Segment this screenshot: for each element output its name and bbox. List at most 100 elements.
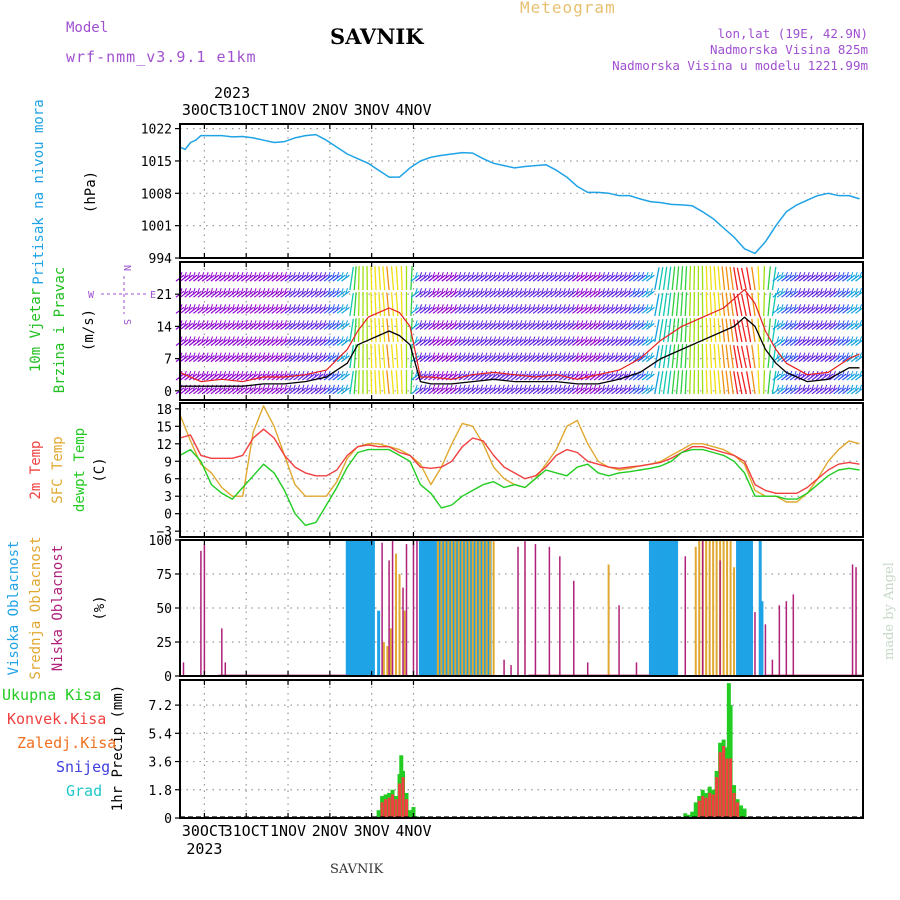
wind-barb <box>275 384 279 391</box>
wind-barb <box>288 336 292 343</box>
wind-barb <box>554 336 558 343</box>
wind-barb <box>205 352 209 359</box>
wind-barb <box>183 271 187 279</box>
wind-barb <box>419 384 423 391</box>
wind-barb <box>780 288 784 295</box>
wind-barb <box>314 288 318 295</box>
wind-barb <box>382 344 386 369</box>
wind-barb <box>292 352 296 359</box>
precip-bar <box>725 758 729 818</box>
wind-barb <box>370 344 373 369</box>
wind-barb <box>497 384 501 391</box>
wind-barb <box>541 304 545 311</box>
wind-barb <box>497 288 501 295</box>
wind-barb <box>475 271 479 279</box>
wind-barb <box>266 370 270 378</box>
wind-barb <box>859 320 862 327</box>
wind-barb <box>636 370 640 378</box>
wind-barb <box>575 370 579 378</box>
wind-barb <box>279 352 283 359</box>
wind-barb <box>440 336 444 343</box>
wind-barb <box>623 320 627 327</box>
wind-barb <box>231 370 235 378</box>
cloud-bar <box>524 540 526 676</box>
wind-barb <box>336 320 340 327</box>
bottom-date-label: 30OCT <box>182 822 227 840</box>
cloud-bar <box>673 540 677 676</box>
wind-barb <box>210 320 213 327</box>
wind-barb <box>580 370 584 378</box>
wind-barb <box>819 288 823 295</box>
wind-barb <box>729 370 734 395</box>
wind-barb <box>740 293 747 317</box>
wind-barb <box>458 320 462 327</box>
wind-barb <box>793 336 797 343</box>
wind-barb <box>680 318 684 343</box>
wind-barb <box>584 271 588 279</box>
wind-barb <box>575 336 579 343</box>
wind-barb <box>390 370 395 395</box>
top-date-label: 2NOV <box>312 101 348 119</box>
cloud-bar <box>382 642 385 676</box>
wind-barb <box>527 384 531 391</box>
wind-barb <box>353 318 357 343</box>
wind-barb <box>828 384 832 391</box>
wind-barb <box>445 288 449 295</box>
temp-2m-line <box>179 428 860 494</box>
wind-barb <box>301 352 305 359</box>
wind-barb <box>262 271 266 279</box>
wind-barb <box>493 320 497 327</box>
wind-barb <box>554 384 558 391</box>
wind-barb <box>314 320 318 327</box>
cloud-bar <box>726 540 729 676</box>
wind-gust-line <box>179 289 860 383</box>
wind-barb <box>214 320 218 327</box>
wind-barb <box>395 318 399 343</box>
wind-barb <box>815 288 819 295</box>
wind-barb <box>771 370 777 395</box>
wind-barb <box>802 304 806 311</box>
wind-barb <box>214 271 218 279</box>
wind-barb <box>837 352 841 359</box>
wind-barb <box>532 288 536 295</box>
wind-barb <box>623 384 627 391</box>
cloud-bar <box>736 540 740 676</box>
wind-barb <box>850 384 854 391</box>
wind-barb <box>667 370 672 395</box>
wind-barb <box>236 304 240 311</box>
precip-bar <box>718 752 722 818</box>
wind-barb <box>593 271 597 279</box>
wind-barb <box>675 292 680 317</box>
precip-bar <box>376 810 381 818</box>
wind-barb <box>619 352 623 359</box>
wind-barb <box>793 288 797 295</box>
wind-barb <box>236 370 240 378</box>
wind-barb <box>832 384 836 391</box>
precip-bar <box>398 783 402 818</box>
wind-barb <box>649 384 653 391</box>
wind-barb <box>736 267 743 291</box>
wind-barb <box>301 370 305 378</box>
wind-barb <box>593 336 597 343</box>
wind-barb <box>593 384 597 391</box>
wind-barb <box>562 288 566 295</box>
wind-barb <box>725 318 730 343</box>
wind-barb <box>519 352 523 359</box>
wind-barb <box>471 352 475 359</box>
wind-barb <box>636 304 640 311</box>
wind-barb <box>192 336 196 343</box>
wind-barb <box>845 336 849 343</box>
wind-barb <box>458 288 462 295</box>
cloud-bar <box>675 540 679 676</box>
wind-barb <box>458 304 462 311</box>
pressure-ytick-label: 994 <box>149 252 173 267</box>
wind-barb <box>514 271 518 279</box>
wind-barb <box>789 271 793 279</box>
wind-barb <box>628 288 632 295</box>
wind-barb <box>859 271 862 279</box>
precip-bar <box>722 745 726 818</box>
wind-barb <box>432 288 436 295</box>
wind-barb <box>523 288 527 295</box>
wind-barb <box>390 292 395 317</box>
cloud-bar <box>741 540 745 676</box>
